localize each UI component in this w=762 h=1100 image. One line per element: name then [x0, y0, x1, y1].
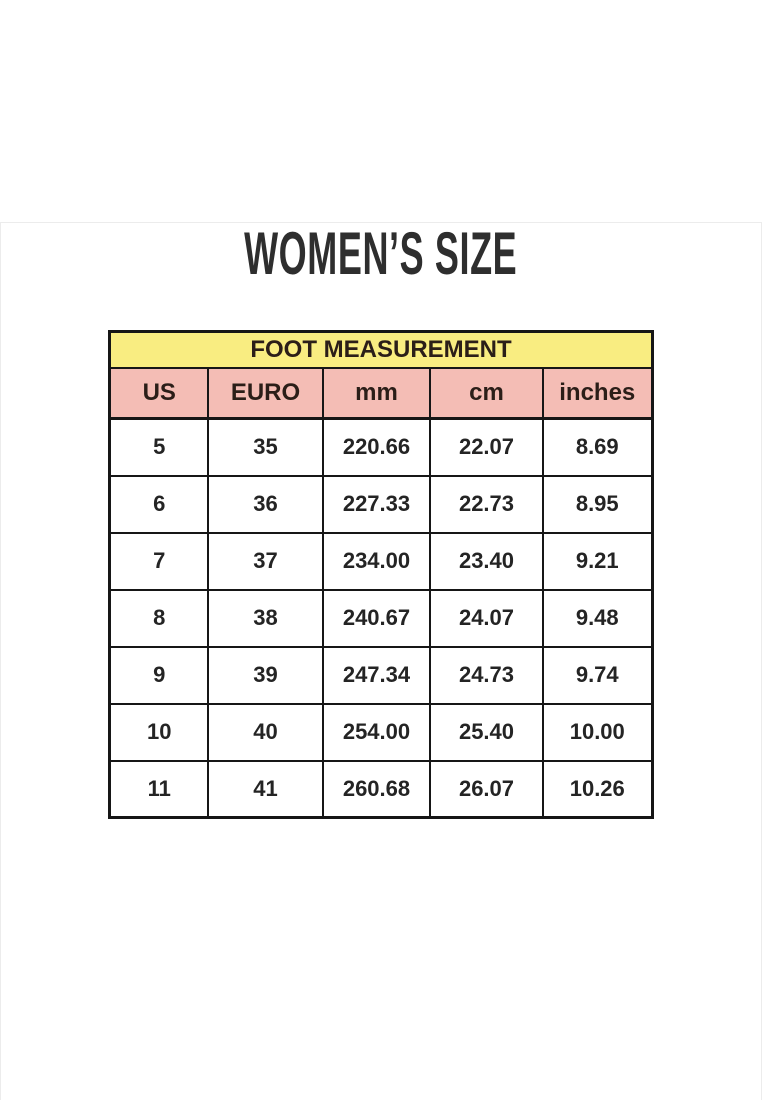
table-cell: 5: [108, 417, 209, 477]
table-cell: 247.34: [321, 645, 431, 705]
table-cell: 25.40: [428, 702, 544, 762]
table-row: 7 37 234.00 23.40 9.21: [108, 531, 654, 591]
table-banner: FOOT MEASUREMENT: [108, 330, 654, 369]
table-row: 5 35 220.66 22.07 8.69: [108, 417, 654, 477]
table-row: 9 39 247.34 24.73 9.74: [108, 645, 654, 705]
size-chart-table: FOOT MEASUREMENT US EURO mm cm inches 5 35 220…: [108, 330, 654, 819]
table-cell: 220.66: [321, 417, 431, 477]
column-header-inches: inches: [541, 366, 654, 420]
table-cell: 23.40: [428, 531, 544, 591]
table-cell: 9.74: [541, 645, 654, 705]
table-cell: 240.67: [321, 588, 431, 648]
size-chart-container: FOOT MEASUREMENT US EURO mm cm inches 5 35 220…: [0, 330, 762, 819]
table-cell: 24.73: [428, 645, 544, 705]
column-header-cm: cm: [428, 366, 544, 420]
table-row: 6 36 227.33 22.73 8.95: [108, 474, 654, 534]
column-header-row: US EURO mm cm inches: [108, 366, 654, 420]
table-cell: 10.26: [541, 759, 654, 819]
table-cell: 39: [206, 645, 324, 705]
table-cell: 36: [206, 474, 324, 534]
table-cell: 9.21: [541, 531, 654, 591]
table-row: 11 41 260.68 26.07 10.26: [108, 759, 654, 819]
table-cell: 8.69: [541, 417, 654, 477]
column-header-mm: mm: [321, 366, 431, 420]
page-title-container: WOMEN’S SIZE: [0, 220, 762, 287]
page-title: WOMEN’S SIZE: [244, 219, 518, 287]
table-cell: 10.00: [541, 702, 654, 762]
table-cell: 260.68: [321, 759, 431, 819]
banner-row: FOOT MEASUREMENT: [108, 330, 654, 369]
table-cell: 254.00: [321, 702, 431, 762]
table-cell: 37: [206, 531, 324, 591]
column-header-us: US: [108, 366, 209, 420]
table-cell: 22.73: [428, 474, 544, 534]
table-cell: 8.95: [541, 474, 654, 534]
table-cell: 26.07: [428, 759, 544, 819]
table-cell: 35: [206, 417, 324, 477]
size-table-body: 5 35 220.66 22.07 8.69 6 36 227.33 22.73 8.95 7 37 2…: [108, 417, 654, 819]
table-cell: 38: [206, 588, 324, 648]
table-row: 8 38 240.67 24.07 9.48: [108, 588, 654, 648]
table-cell: 234.00: [321, 531, 431, 591]
table-cell: 22.07: [428, 417, 544, 477]
table-cell: 11: [108, 759, 209, 819]
table-cell: 9.48: [541, 588, 654, 648]
table-cell: 9: [108, 645, 209, 705]
table-cell: 24.07: [428, 588, 544, 648]
table-cell: 8: [108, 588, 209, 648]
table-cell: 10: [108, 702, 209, 762]
table-row: 10 40 254.00 25.40 10.00: [108, 702, 654, 762]
table-cell: 40: [206, 702, 324, 762]
column-header-euro: EURO: [206, 366, 324, 420]
table-cell: 227.33: [321, 474, 431, 534]
table-cell: 7: [108, 531, 209, 591]
table-cell: 41: [206, 759, 324, 819]
table-cell: 6: [108, 474, 209, 534]
